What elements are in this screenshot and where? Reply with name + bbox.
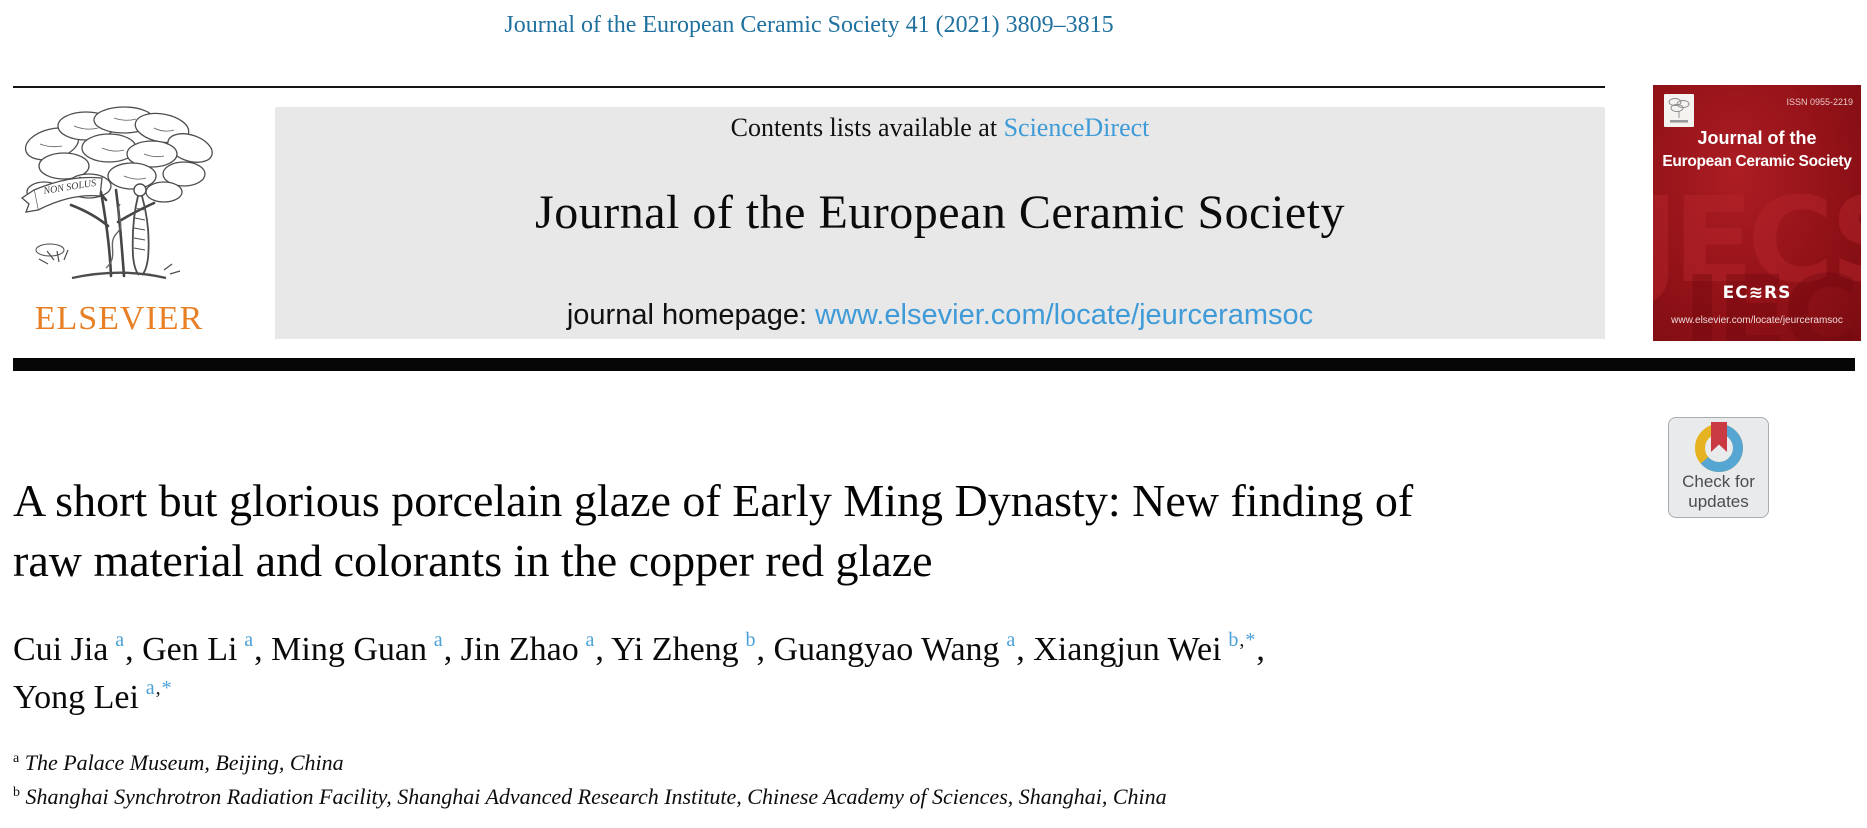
author: Gen Li a, — [142, 629, 272, 668]
contents-line: Contents lists available at ScienceDirec… — [275, 113, 1605, 143]
non-solus-ribbon: NON SOLUS — [20, 176, 103, 213]
crossmark-icon — [1694, 422, 1743, 472]
author-list: Cui Jia a, Gen Li a, Ming Guan a, Jin Zh… — [13, 628, 1713, 724]
crossmark-label: Check for updates — [1669, 472, 1768, 512]
cover-title-line1: Journal of the — [1697, 128, 1817, 148]
sciencedirect-link[interactable]: ScienceDirect — [1003, 113, 1150, 142]
author: Cui Jia a, — [13, 629, 143, 668]
affiliation-list: a The Palace Museum, Beijing, China b Sha… — [13, 748, 1713, 816]
author: Jin Zhao a, — [460, 629, 612, 668]
citation-header: Journal of the European Ceramic Society … — [504, 12, 1114, 38]
homepage-prefix: journal homepage: — [566, 299, 816, 331]
elsevier-logo: NON SOLUS ELSEVIER — [14, 104, 224, 338]
homepage-link[interactable]: www.elsevier.com/locate/jeurceramsoc — [815, 299, 1314, 331]
journal-title: Journal of the European Ceramic Society — [535, 186, 1345, 239]
homepage-line: journal homepage: www.elsevier.com/locat… — [275, 299, 1605, 332]
author: Xiangjun Wei b,*, — [1033, 629, 1265, 668]
article-title-line1: A short but glorious porcelain glaze of … — [13, 475, 1414, 526]
journal-cover: JECS JECS ISSN 0955-2219 Journal of the … — [1653, 85, 1861, 341]
cover-title-line2: European Ceramic Society — [1662, 153, 1852, 170]
separator-bar — [13, 358, 1855, 371]
elsevier-wordmark: ELSEVIER — [34, 300, 204, 337]
author: Yong Lei a,* — [13, 677, 173, 716]
cover-title: Journal of the European Ceramic Society — [1653, 127, 1861, 173]
cover-issn: ISSN 0955-2219 — [1786, 97, 1853, 107]
check-for-updates-badge[interactable]: Check for updates — [1668, 417, 1769, 518]
elsevier-tree-icon: NON SOLUS — [20, 106, 213, 280]
top-rule — [13, 86, 1605, 88]
masthead-banner: Contents lists available at ScienceDirec… — [275, 107, 1605, 339]
contents-prefix: Contents lists available at — [730, 113, 1004, 142]
author: Yi Zheng b, — [611, 629, 774, 668]
article-title: A short but glorious porcelain glaze of … — [13, 471, 1573, 591]
affiliation: a The Palace Museum, Beijing, China — [13, 750, 344, 775]
ecers-logo: EC≋RS — [1722, 283, 1792, 303]
tree-figure — [131, 183, 150, 276]
article-title-line2: raw material and colorants in the copper… — [13, 535, 933, 586]
affiliation: b Shanghai Synchrotron Radiation Facilit… — [13, 784, 1167, 809]
author: Ming Guan a, — [271, 629, 461, 668]
author: Guangyao Wang a, — [773, 629, 1034, 668]
crossmark-label-line1: Check for — [1682, 472, 1755, 491]
cover-url: www.elsevier.com/locate/jeurceramsoc — [1671, 315, 1843, 326]
crossmark-label-line2: updates — [1688, 492, 1749, 511]
cover-elsevier-mark — [1664, 94, 1694, 127]
